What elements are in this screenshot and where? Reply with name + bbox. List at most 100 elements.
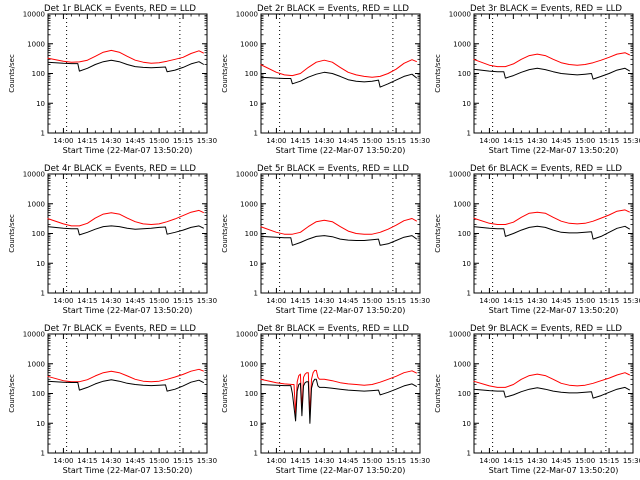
x-tick-label: 15:30 (410, 457, 430, 465)
chart-panel-det-3r: Det 3r BLACK = Events, RED = LLD 1 10 100 10… (426, 0, 640, 160)
y-tick-label: 1000 (453, 40, 471, 48)
x-tick-label: 15:30 (197, 457, 217, 465)
chart-panel-det-2r: Det 2r BLACK = Events, RED = LLD 1 10 100 10… (213, 0, 430, 160)
y-tick-label: 10 (462, 100, 471, 108)
x-tick-label: 14:00 (266, 297, 286, 305)
y-axis-title: Counts/sec (8, 54, 16, 93)
x-axis-title: Start Time (22-Mar-07 13:50:20) (63, 466, 193, 475)
y-tick-label: 10 (36, 420, 45, 428)
x-axis-title: Start Time (22-Mar-07 13:50:20) (276, 146, 406, 155)
y-tick-label: 1 (41, 130, 45, 138)
plot-frame (473, 333, 634, 454)
y-tick-label: 100 (32, 230, 45, 238)
x-axis-title: Start Time (22-Mar-07 13:50:20) (276, 306, 406, 315)
plot-frame (260, 333, 421, 454)
x-tick-label: 14:45 (551, 297, 571, 305)
x-tick-label: 14:00 (53, 137, 73, 145)
x-tick-label: 15:00 (362, 137, 382, 145)
chart-svg: Det 6r BLACK = Events, RED = LLD 1 10 100 10… (434, 164, 640, 315)
lld-series-line (473, 372, 631, 388)
y-tick-label: 1 (467, 130, 471, 138)
chart-panel-det-4r: Det 4r BLACK = Events, RED = LLD 1 10 100 10… (0, 160, 217, 320)
y-tick-label: 100 (245, 390, 258, 398)
x-tick-label: 14:15 (290, 297, 310, 305)
x-tick-label: 15:30 (410, 297, 430, 305)
y-tick-label: 10 (462, 420, 471, 428)
x-tick-label: 14:30 (101, 457, 121, 465)
y-tick-label: 10000 (23, 331, 45, 339)
y-tick-label: 1 (41, 450, 45, 458)
y-tick-label: 10 (249, 260, 258, 268)
x-tick-label: 14:15 (290, 137, 310, 145)
y-tick-label: 10 (36, 260, 45, 268)
y-axis-title: Counts/sec (221, 54, 229, 93)
x-axis-title: Start Time (22-Mar-07 13:50:20) (276, 466, 406, 475)
events-series-line (47, 379, 205, 392)
x-tick-label: 14:30 (314, 297, 334, 305)
panel-title: Det 2r BLACK = Events, RED = LLD (257, 4, 409, 14)
x-tick-label: 14:45 (551, 137, 571, 145)
x-tick-label: 15:00 (575, 137, 595, 145)
y-tick-label: 100 (32, 70, 45, 78)
lld-series-line (47, 368, 204, 383)
x-tick-label: 14:15 (290, 457, 310, 465)
x-tick-label: 15:00 (362, 457, 382, 465)
y-tick-label: 1 (254, 130, 258, 138)
chart-svg: Det 1r BLACK = Events, RED = LLD 1 10 100 10… (8, 4, 217, 155)
x-tick-label: 15:15 (386, 457, 406, 465)
events-series-line (260, 378, 418, 424)
x-axis-title: Start Time (22-Mar-07 13:50:20) (63, 146, 193, 155)
y-tick-label: 10000 (236, 171, 258, 179)
y-tick-label: 100 (458, 390, 471, 398)
x-tick-label: 15:15 (173, 457, 193, 465)
x-tick-label: 14:15 (503, 297, 523, 305)
y-tick-label: 1 (467, 450, 471, 458)
y-tick-label: 1000 (27, 200, 45, 208)
chart-panel-det-6r: Det 6r BLACK = Events, RED = LLD 1 10 100 10… (426, 160, 640, 320)
lld-series-line (260, 369, 418, 415)
y-tick-label: 100 (458, 70, 471, 78)
y-tick-label: 10000 (449, 331, 471, 339)
y-tick-label: 1000 (27, 360, 45, 368)
x-axis-title: Start Time (22-Mar-07 13:50:20) (489, 466, 619, 475)
plot-frame (47, 13, 208, 134)
lld-series-line (473, 52, 631, 68)
y-tick-label: 1 (254, 450, 258, 458)
x-tick-label: 14:30 (527, 137, 547, 145)
events-series-line (260, 235, 418, 246)
x-tick-label: 14:45 (338, 297, 358, 305)
x-tick-label: 14:45 (125, 137, 145, 145)
y-tick-label: 1000 (240, 360, 258, 368)
chart-panel-det-7r: Det 7r BLACK = Events, RED = LLD 1 10 100 10… (0, 320, 217, 480)
x-tick-label: 14:15 (77, 137, 97, 145)
x-tick-label: 14:00 (266, 457, 286, 465)
chart-panel-det-9r: Det 9r BLACK = Events, RED = LLD 1 10 100 10… (426, 320, 640, 480)
x-tick-label: 14:45 (125, 457, 145, 465)
chart-svg: Det 5r BLACK = Events, RED = LLD 1 10 100 10… (221, 164, 430, 315)
x-axis-title: Start Time (22-Mar-07 13:50:20) (489, 306, 619, 315)
events-series-line (473, 225, 631, 240)
lld-series-line (260, 218, 418, 235)
x-axis-title: Start Time (22-Mar-07 13:50:20) (63, 306, 193, 315)
x-tick-label: 14:15 (503, 457, 523, 465)
chart-panel-det-1r: Det 1r BLACK = Events, RED = LLD 1 10 100 10… (0, 0, 217, 160)
y-tick-label: 100 (245, 230, 258, 238)
events-series-line (260, 71, 418, 88)
y-tick-label: 1 (467, 290, 471, 298)
x-tick-label: 15:00 (575, 457, 595, 465)
events-series-line (473, 386, 631, 399)
x-tick-label: 15:30 (623, 297, 640, 305)
y-axis-title: Counts/sec (434, 214, 442, 253)
x-tick-label: 14:00 (479, 457, 499, 465)
y-tick-label: 10000 (23, 171, 45, 179)
chart-panel-det-8r: Det 8r BLACK = Events, RED = LLD 1 10 100 10… (213, 320, 430, 480)
x-tick-label: 14:45 (338, 137, 358, 145)
panel-title: Det 5r BLACK = Events, RED = LLD (257, 164, 409, 174)
plot-frame (47, 333, 208, 454)
x-tick-label: 15:15 (599, 457, 619, 465)
x-tick-label: 14:00 (479, 297, 499, 305)
chart-svg: Det 7r BLACK = Events, RED = LLD 1 10 100 10… (8, 324, 217, 475)
lld-series-line (47, 209, 205, 227)
x-tick-label: 15:30 (197, 297, 217, 305)
x-tick-label: 14:30 (314, 457, 334, 465)
